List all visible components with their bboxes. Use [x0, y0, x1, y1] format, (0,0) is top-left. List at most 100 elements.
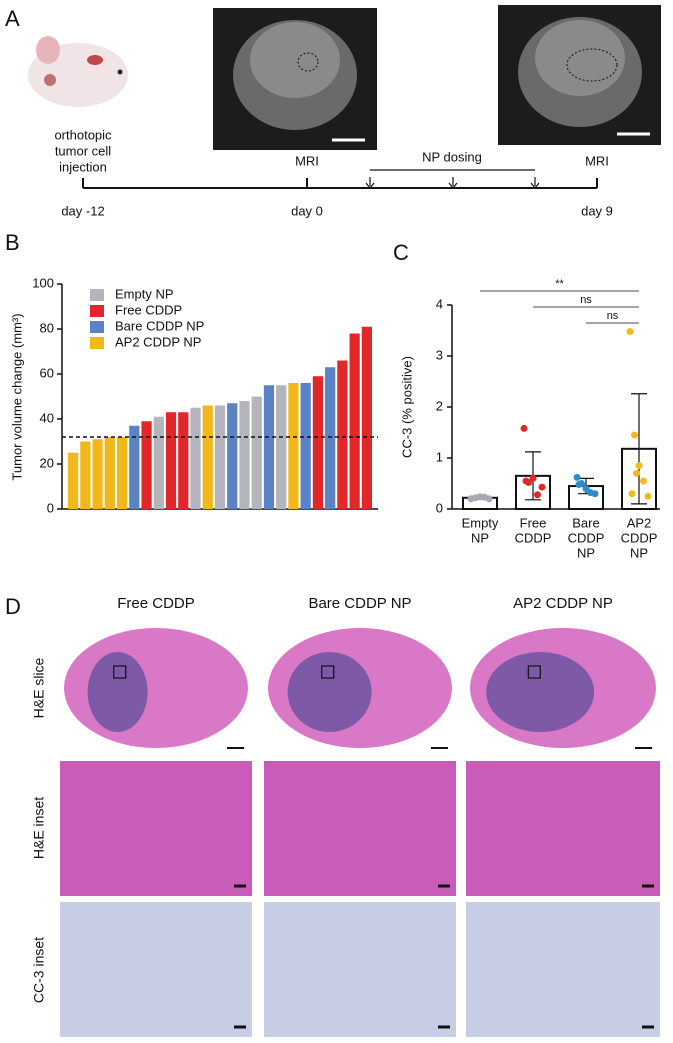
bar: [325, 367, 336, 509]
panel-label: D: [5, 594, 21, 619]
legend-swatch: [90, 321, 104, 333]
legend-label: AP2 CDDP NP: [115, 334, 201, 349]
tumor-region: [486, 652, 595, 732]
bar: [202, 405, 213, 509]
legend-label: Free CDDP: [115, 302, 182, 317]
legend-label: Empty NP: [115, 286, 174, 301]
bar: [190, 407, 201, 509]
y-tick-label: 4: [436, 296, 443, 311]
y-axis-title: CC-3 (% positive): [399, 356, 414, 458]
bar: [104, 437, 115, 509]
x-tick-label: Bare: [572, 515, 599, 530]
bar: [349, 333, 360, 509]
data-point: [644, 492, 652, 500]
bar: [80, 441, 91, 509]
data-point: [582, 485, 590, 493]
x-tick-label: NP: [630, 545, 648, 560]
legend-swatch: [90, 289, 104, 301]
bar: [129, 425, 140, 509]
panel-label: A: [5, 6, 20, 31]
data-point: [485, 495, 493, 503]
bar: [165, 412, 177, 509]
timeline-label: MRI: [295, 153, 319, 168]
bar: [263, 385, 275, 509]
data-point: [591, 490, 599, 498]
bar: [153, 416, 164, 509]
cc3-inset: [60, 902, 252, 1037]
timeline-label: orthotopic: [54, 127, 112, 142]
x-tick-label: NP: [471, 530, 489, 545]
bar: [68, 452, 79, 509]
bar: [92, 439, 103, 509]
legend-swatch: [90, 337, 104, 349]
x-tick-label: AP2: [627, 515, 652, 530]
mri-image: [213, 8, 377, 150]
panel-label: C: [393, 240, 409, 265]
significance-label: ns: [580, 294, 592, 306]
data-point: [520, 424, 528, 432]
timeline: [82, 169, 598, 189]
mouse-illustration: [28, 36, 128, 107]
error-bar: [631, 393, 647, 505]
tumor-region: [287, 652, 372, 732]
y-axis-title: Tumor volume change (mm³): [9, 313, 24, 480]
y-tick-label: 40: [40, 410, 54, 425]
bar: [178, 412, 189, 509]
bar: [116, 437, 128, 509]
row-label: H&E inset: [31, 797, 47, 859]
bar: [239, 401, 250, 509]
mri-image: [498, 5, 661, 145]
timeline-label: day -12: [61, 203, 104, 218]
column-title: AP2 CDDP NP: [513, 595, 613, 612]
bar: [214, 405, 226, 509]
column-title: Bare CDDP NP: [308, 595, 411, 612]
x-tick-label: NP: [577, 545, 595, 560]
timeline-label: NP dosing: [422, 149, 482, 164]
panel-label: B: [5, 230, 20, 255]
inset-box: [113, 665, 127, 679]
bar: [337, 360, 348, 509]
data-point: [529, 474, 537, 482]
y-tick-label: 20: [40, 455, 54, 470]
x-tick-label: CDDP: [621, 530, 658, 545]
legend-label: Bare CDDP NP: [115, 318, 204, 333]
bar: [276, 385, 287, 509]
bar: [227, 403, 238, 509]
y-tick-label: 80: [40, 320, 54, 335]
legend-swatch: [90, 305, 104, 317]
bar: [251, 396, 262, 509]
timeline-label: MRI: [585, 153, 609, 168]
significance-label: ns: [607, 310, 619, 322]
data-point: [575, 481, 583, 489]
data-point: [573, 473, 581, 481]
data-point: [640, 477, 647, 485]
cc3-inset: [466, 902, 660, 1037]
y-tick-label: 60: [40, 365, 54, 380]
he-inset: [60, 761, 252, 896]
tumor-region: [87, 652, 148, 732]
inset-box: [321, 665, 335, 679]
he-inset: [466, 761, 660, 896]
data-point: [628, 490, 636, 498]
data-point: [633, 469, 640, 477]
data-point: [631, 431, 638, 439]
timeline-label: day 0: [291, 203, 323, 218]
bar: [141, 421, 152, 509]
y-tick-label: 100: [32, 275, 54, 290]
bar: [361, 326, 372, 509]
bar: [288, 383, 299, 509]
bar: [312, 376, 324, 509]
y-tick-label: 1: [436, 449, 443, 464]
x-tick-label: Free: [520, 515, 547, 530]
column-title: Free CDDP: [117, 595, 195, 612]
x-tick-label: CDDP: [568, 530, 605, 545]
x-tick-label: CDDP: [515, 530, 552, 545]
data-point: [538, 483, 546, 491]
data-point: [626, 328, 634, 336]
row-label: H&E slice: [31, 657, 47, 718]
y-tick-label: 0: [436, 500, 443, 515]
timeline-label: day 9: [581, 203, 613, 218]
timeline-label: injection: [59, 159, 107, 174]
cc3-inset: [264, 902, 456, 1037]
